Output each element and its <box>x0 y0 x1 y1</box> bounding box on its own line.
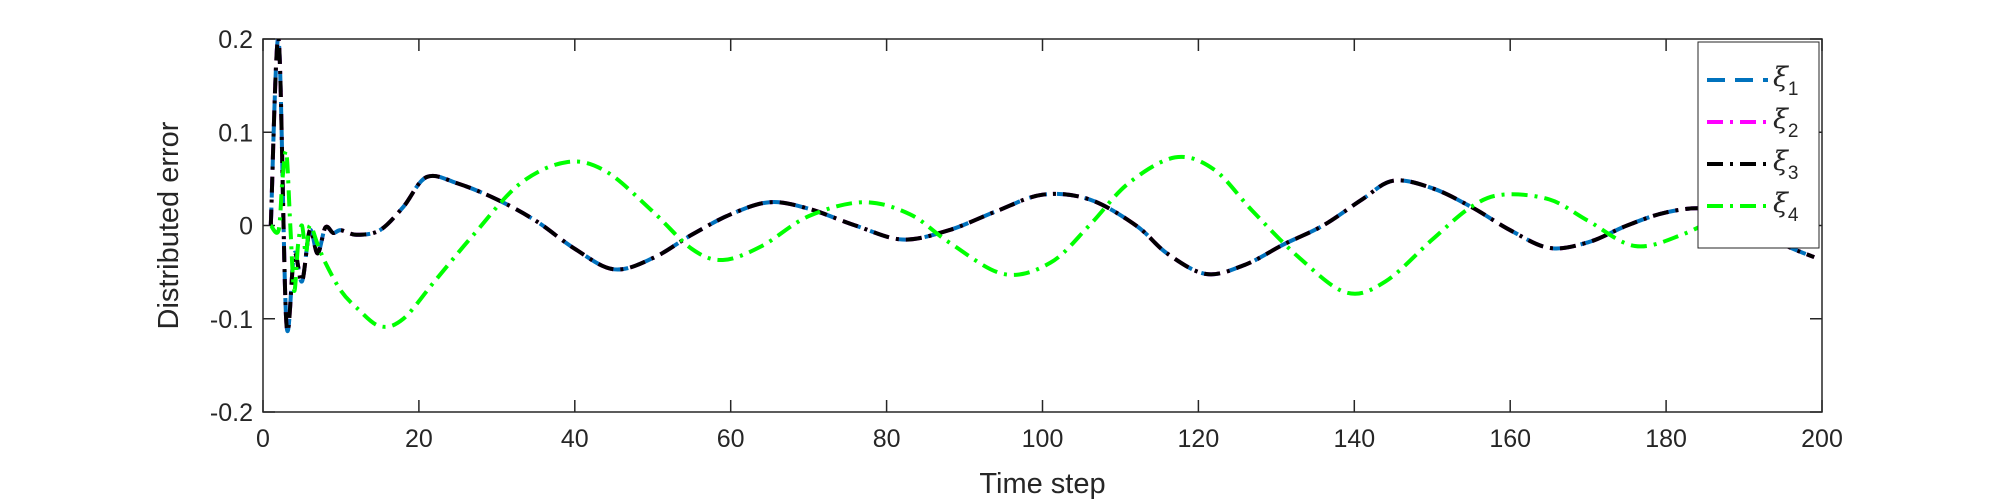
legend-label-subscript: 4 <box>1788 205 1799 226</box>
legend-label-3: ξ3 <box>1773 146 1798 184</box>
legend-label-4: ξ4 <box>1773 188 1799 226</box>
legend-label-subscript: 1 <box>1788 79 1799 100</box>
legend-label-base: ξ <box>1773 62 1789 93</box>
legend-label-subscript: 3 <box>1788 163 1799 184</box>
plot-area <box>262 38 1823 413</box>
x-tick-label: 60 <box>717 425 745 453</box>
x-tick-label: 140 <box>1333 425 1375 453</box>
y-tick-label: 0.1 <box>218 119 253 147</box>
legend-label-base: ξ <box>1773 104 1789 135</box>
legend-box <box>1697 41 1820 249</box>
legend-label-base: ξ <box>1773 188 1789 219</box>
x-axis-label: Time step <box>979 468 1105 500</box>
y-tick-label: 0 <box>239 213 253 241</box>
x-tick-label: 20 <box>405 425 433 453</box>
x-tick-label: 40 <box>561 425 589 453</box>
series-line-3 <box>268 39 1815 334</box>
legend-label-1: ξ1 <box>1773 62 1798 100</box>
legend-label-subscript: 2 <box>1788 121 1799 142</box>
legend-label-base: ξ <box>1773 146 1789 177</box>
y-tick-label: 0.2 <box>218 26 253 54</box>
x-tick-label: 100 <box>1022 425 1064 453</box>
x-tick-label: 120 <box>1178 425 1220 453</box>
x-tick-label: 160 <box>1489 425 1531 453</box>
series-line-4 <box>269 149 1815 329</box>
y-tick-label: -0.1 <box>210 306 253 334</box>
y-axis-label: Distributed error <box>153 121 185 329</box>
legend-label-2: ξ2 <box>1773 104 1798 142</box>
axis-ticks: 0 20 40 60 80 100 120 140 160 180 200 -0.2 -0.1 0 0.1 0… <box>210 26 1843 453</box>
x-tick-label: 180 <box>1645 425 1687 453</box>
x-tick-label: 80 <box>873 425 901 453</box>
x-tick-label: 0 <box>256 425 270 453</box>
y-tick-label: -0.2 <box>210 399 253 427</box>
x-tick-label: 200 <box>1801 425 1843 453</box>
series-group <box>268 39 1815 334</box>
